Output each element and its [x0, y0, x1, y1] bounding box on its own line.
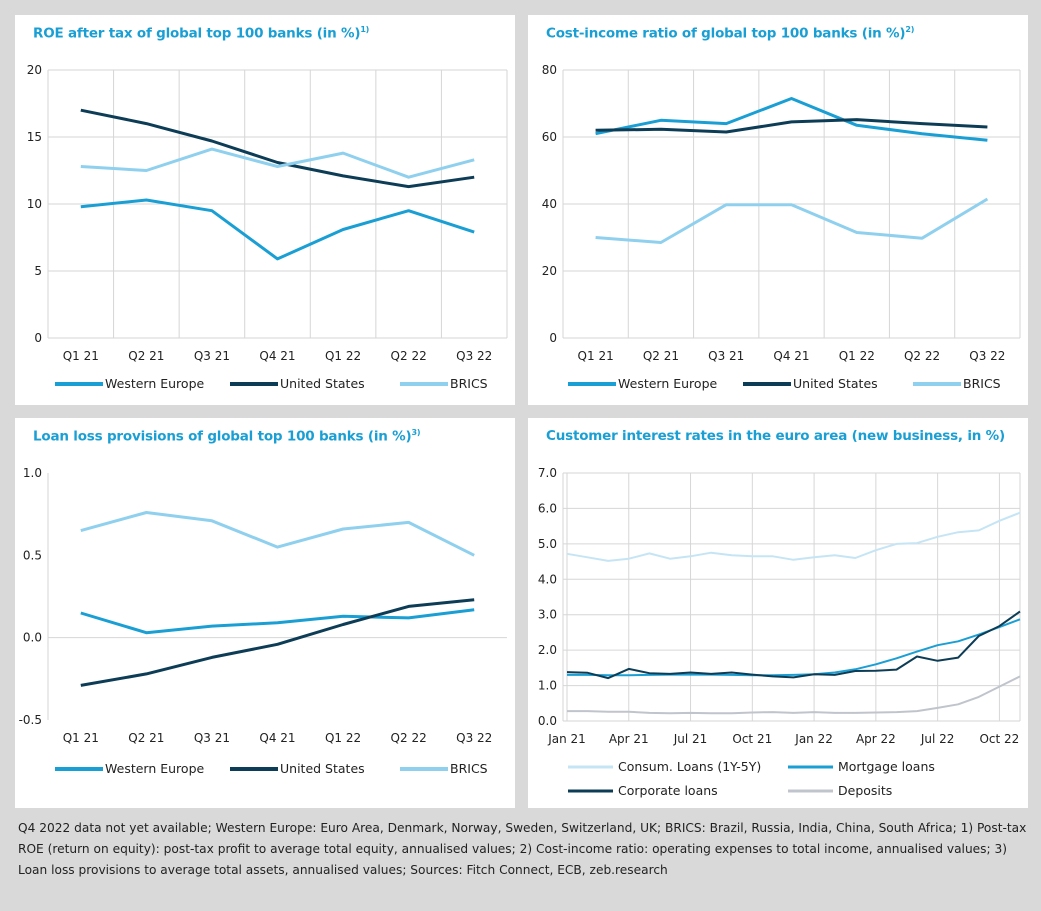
- x-tick-label: Jan 22: [794, 732, 833, 746]
- legend-label: BRICS: [450, 376, 488, 391]
- y-tick-label: 10: [27, 197, 42, 211]
- chart-title: Cost-income ratio of global top 100 bank…: [546, 25, 915, 42]
- y-tick-label: 7.0: [538, 466, 557, 480]
- legend-label: Mortgage loans: [838, 759, 935, 774]
- y-tick-label: 0.0: [23, 631, 42, 645]
- series-line-brics: [80, 147, 475, 179]
- x-tick-label: Q1 22: [325, 349, 361, 363]
- y-tick-label: 80: [542, 63, 557, 77]
- x-tick-label: Q3 22: [456, 731, 492, 745]
- legend-label: United States: [793, 376, 878, 391]
- y-tick-label: 20: [542, 264, 557, 278]
- loan-loss-chart: -0.5 0.0 0.5 1.0 Q1 21 Q2 21 Q3 21 Q4 21 Q1 22 Q2…: [19, 466, 507, 776]
- legend-label: BRICS: [450, 761, 488, 776]
- x-tick-label: Jan 21: [547, 732, 586, 746]
- series-line-united-states: [80, 108, 475, 189]
- x-tick-label: Oct 22: [979, 732, 1019, 746]
- y-tick-label: 0.0: [538, 714, 557, 728]
- series-line-western-europe: [595, 97, 988, 142]
- legend-label: Western Europe: [105, 761, 205, 776]
- series-line-western-europe: [80, 198, 475, 261]
- x-tick-label: Oct 21: [732, 732, 772, 746]
- x-tick-label: Q2 21: [643, 349, 679, 363]
- x-tick-label: Q1 22: [325, 731, 361, 745]
- x-tick-label: Q1 21: [578, 349, 614, 363]
- y-tick-label: 0: [34, 331, 42, 345]
- series-line-consum-loans-1y-5y-: [566, 511, 1021, 562]
- x-tick-label: Q2 22: [391, 731, 427, 745]
- legend-label: United States: [280, 761, 365, 776]
- series-line-western-europe: [80, 608, 475, 635]
- x-tick-label: Q1 22: [839, 349, 875, 363]
- y-tick-label: 4.0: [538, 572, 557, 586]
- chart-title: ROE after tax of global top 100 banks (i…: [33, 25, 370, 42]
- roe-chart-panel: ROE after tax of global top 100 banks (i…: [15, 15, 515, 405]
- x-tick-label: Q2 22: [391, 349, 427, 363]
- x-tick-label: Q3 21: [708, 349, 744, 363]
- x-tick-label: Q3 22: [456, 349, 492, 363]
- series-line-united-states: [595, 118, 988, 134]
- interest-rates-chart: 0.0 1.0 2.0 3.0 4.0 5.0 6.0 7.0 Jan 21 Apr 21 Jul …: [538, 466, 1021, 798]
- y-tick-label: 60: [542, 130, 557, 144]
- x-tick-label: Jul 22: [920, 732, 955, 746]
- footnote: Q4 2022 data not yet available; Western …: [18, 821, 1027, 877]
- x-tick-label: Q3 21: [194, 349, 230, 363]
- roe-chart: 0 5 10 15 20 Q1 21 Q2 21 Q3 21 Q4 21 Q1 22 Q2 22 Q3…: [27, 63, 508, 391]
- x-tick-label: Apr 22: [856, 732, 896, 746]
- chart-title: Customer interest rates in the euro area…: [546, 428, 1005, 444]
- series-line-brics: [595, 197, 989, 244]
- x-tick-label: Q3 21: [194, 731, 230, 745]
- legend-label: United States: [280, 376, 365, 391]
- x-tick-label: Q2 22: [904, 349, 940, 363]
- y-tick-label: 3.0: [538, 608, 557, 622]
- interest-rates-chart-panel: Customer interest rates in the euro area…: [528, 418, 1028, 808]
- x-tick-label: Apr 21: [609, 732, 649, 746]
- loan-loss-chart-panel: Loan loss provisions of global top 100 b…: [15, 418, 515, 808]
- series-line-brics: [80, 511, 475, 557]
- x-tick-label: Q2 21: [128, 349, 164, 363]
- y-tick-label: 20: [27, 63, 42, 77]
- y-tick-label: 5: [34, 264, 42, 278]
- y-tick-label: 0.5: [23, 548, 42, 562]
- y-tick-label: -0.5: [19, 713, 42, 727]
- x-tick-label: Q2 21: [128, 731, 164, 745]
- y-tick-label: 40: [542, 197, 557, 211]
- legend-label: Corporate loans: [618, 783, 718, 798]
- series-line-corporate-loans: [566, 610, 1021, 680]
- x-tick-label: Q4 21: [773, 349, 809, 363]
- y-tick-label: 6.0: [538, 501, 557, 515]
- x-tick-label: Q4 21: [259, 349, 295, 363]
- x-tick-label: Q1 21: [63, 731, 99, 745]
- cost-income-chart: 0 20 40 60 80 Q1 21 Q2 21 Q3 21 Q4 21 Q1 22 Q2 22 Q…: [542, 63, 1021, 391]
- y-tick-label: 0: [549, 331, 557, 345]
- legend-label: BRICS: [963, 376, 1001, 391]
- x-tick-label: Q4 21: [259, 731, 295, 745]
- series-line-united-states: [80, 598, 475, 687]
- legend-label: Western Europe: [105, 376, 205, 391]
- y-tick-label: 15: [27, 130, 42, 144]
- series-line-mortgage-loans: [567, 618, 1021, 677]
- series-line-deposits: [567, 675, 1021, 715]
- legend-label: Consum. Loans (1Y-5Y): [618, 759, 761, 774]
- y-tick-label: 1.0: [23, 466, 42, 480]
- legend-label: Western Europe: [618, 376, 718, 391]
- x-tick-label: Jul 21: [673, 732, 708, 746]
- y-tick-label: 1.0: [538, 679, 557, 693]
- y-tick-label: 5.0: [538, 537, 557, 551]
- x-tick-label: Q1 21: [63, 349, 99, 363]
- chart-title: Loan loss provisions of global top 100 b…: [33, 428, 421, 445]
- x-tick-label: Q3 22: [969, 349, 1005, 363]
- legend-label: Deposits: [838, 783, 892, 798]
- cost-income-chart-panel: Cost-income ratio of global top 100 bank…: [528, 15, 1028, 405]
- y-tick-label: 2.0: [538, 643, 557, 657]
